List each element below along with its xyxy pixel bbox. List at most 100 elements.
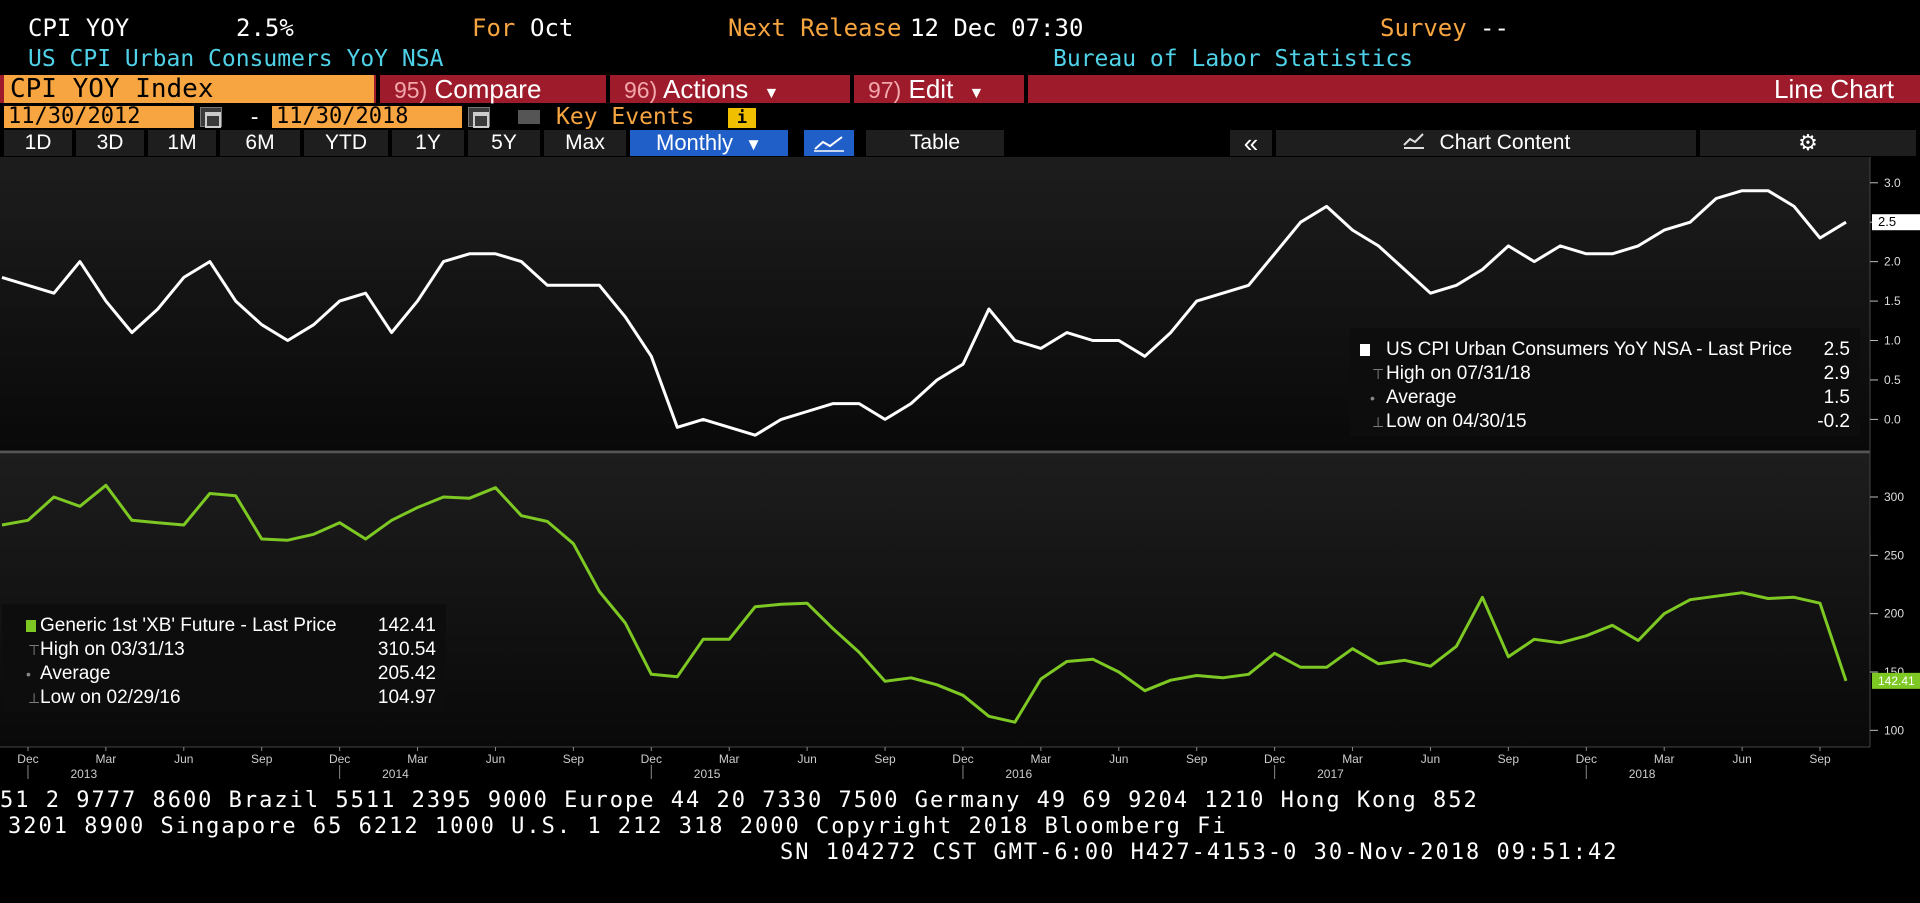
legend-average: 205.42 <box>377 663 436 684</box>
x-tick-label: Jun <box>174 752 193 766</box>
for-label: For <box>472 14 516 42</box>
range-button-max[interactable]: Max <box>544 130 626 156</box>
divider <box>606 75 610 103</box>
xb-series-line <box>1 483 1848 724</box>
x-tick-label: Sep <box>1498 752 1520 766</box>
line-chart-icon[interactable] <box>804 130 854 156</box>
legend-last: 2.5 <box>1823 339 1850 360</box>
gear-icon[interactable]: ⚙ <box>1700 130 1916 156</box>
last-price-box <box>1872 214 1920 231</box>
next-release-value: 12 Dec 07:30 <box>910 14 1084 42</box>
legend-average-row: • Average 205.42 <box>2 662 446 686</box>
actions-button[interactable]: 96) Actions ▼ <box>610 75 850 103</box>
low-marker-icon: ⊥ <box>28 690 41 706</box>
chart-content-button[interactable]: Chart Content <box>1276 130 1696 156</box>
x-tick-label: Mar <box>407 752 428 766</box>
chevron-down-icon: ▼ <box>745 135 762 154</box>
survey-value: -- <box>1480 14 1509 42</box>
average-marker-icon: • <box>26 666 31 682</box>
divider <box>1024 75 1028 103</box>
legend-high-label: High on 07/31/18 <box>1386 363 1531 384</box>
range-button-5y[interactable]: 5Y <box>468 130 540 156</box>
calendar-icon[interactable] <box>468 107 490 128</box>
x-tick-label: Jun <box>1109 752 1128 766</box>
actions-label: Actions <box>663 74 749 104</box>
legend-average-label: Average <box>1386 387 1457 408</box>
chart-type-label[interactable]: Line Chart <box>1774 74 1894 104</box>
chart-content-label: Chart Content <box>1439 131 1571 154</box>
footer-contacts-line2: 3201 8900 Singapore 65 6212 1000 U.S. 1 … <box>8 814 1228 839</box>
last-price-label: 142.41 <box>1878 674 1915 688</box>
security-field[interactable]: CPI YOY Index <box>4 75 374 103</box>
year-label: 2016 <box>1005 767 1032 781</box>
y-tick-label: 200 <box>1884 607 1904 621</box>
range-button-1d[interactable]: 1D <box>4 130 72 156</box>
edit-button[interactable]: 97) Edit ▼ <box>854 75 1024 103</box>
cpi-legend[interactable]: US CPI Urban Consumers YoY NSA - Last Pr… <box>1350 328 1860 436</box>
survey-label: Survey <box>1380 14 1467 42</box>
range-button-ytd[interactable]: YTD <box>304 130 388 156</box>
period-label: Monthly <box>656 130 734 155</box>
footer-session-line: SN 104272 CST GMT-6:00 H427-4153-0 30-No… <box>780 840 1619 865</box>
legend-low-label: Low on 02/29/16 <box>40 687 181 708</box>
compare-number: 95) <box>394 77 428 103</box>
legend-title-row: Generic 1st 'XB' Future - Last Price 142… <box>2 614 446 638</box>
xb-legend[interactable]: Generic 1st 'XB' Future - Last Price 142… <box>2 604 446 712</box>
x-tick-label: Mar <box>1342 752 1363 766</box>
y-tick-label: 2.0 <box>1884 255 1901 269</box>
y-tick-label: 250 <box>1884 548 1904 562</box>
legend-low: 104.97 <box>377 687 436 708</box>
x-tick-label: Sep <box>563 752 585 766</box>
x-tick-label: Mar <box>1654 752 1675 766</box>
for-value: Oct <box>530 14 574 42</box>
y-tick-label: 1.5 <box>1884 294 1901 308</box>
chevron-down-icon: ▼ <box>968 85 985 102</box>
table-button[interactable]: Table <box>866 130 1004 156</box>
year-label: 2014 <box>382 767 409 781</box>
range-button-6m[interactable]: 6M <box>220 130 300 156</box>
year-label: 2017 <box>1317 767 1344 781</box>
source-label: Bureau of Labor Statistics <box>1053 46 1414 72</box>
period-dropdown[interactable]: Monthly ▼ <box>630 130 788 156</box>
x-tick-label: Jun <box>1732 752 1751 766</box>
high-marker-icon: ⊤ <box>28 642 41 658</box>
end-date-input[interactable]: 11/30/2018 <box>272 106 462 128</box>
key-events-label[interactable]: Key Events <box>556 104 695 130</box>
divider <box>850 75 854 103</box>
divider <box>376 75 380 103</box>
legend-low-row: ⊥ Low on 04/30/15 -0.2 <box>1350 410 1860 434</box>
info-icon[interactable]: i <box>728 108 756 128</box>
legend-high: 2.9 <box>1823 363 1850 384</box>
start-date-input[interactable]: 11/30/2012 <box>4 106 194 128</box>
date-range-bar: 11/30/2012 - 11/30/2018 Key Events i <box>0 104 1920 130</box>
last-price-box <box>1872 672 1920 689</box>
legend-high-label: High on 03/31/13 <box>40 639 185 660</box>
x-tick-label: Jun <box>797 752 816 766</box>
collapse-icon[interactable]: « <box>1230 130 1272 156</box>
x-tick-label: Mar <box>96 752 117 766</box>
description-header: US CPI Urban Consumers YoY NSA Bureau of… <box>0 46 1920 72</box>
x-tick-label: Sep <box>1186 752 1208 766</box>
range-button-1m[interactable]: 1M <box>148 130 216 156</box>
x-tick-label: Dec <box>17 752 38 766</box>
y-tick-label: 0.0 <box>1884 412 1901 426</box>
ticker-label: CPI YOY <box>28 14 130 42</box>
actions-number: 96) <box>624 77 658 103</box>
chevron-down-icon: ▼ <box>763 85 780 102</box>
compare-button[interactable]: 95) Compare <box>380 75 606 103</box>
date-dash: - <box>248 105 262 130</box>
x-tick-label: Sep <box>251 752 273 766</box>
series-swatch <box>26 620 36 632</box>
average-marker-icon: • <box>1370 390 1375 406</box>
y-tick-label: 3.0 <box>1884 176 1901 190</box>
legend-average: 1.5 <box>1823 387 1850 408</box>
legend-low-label: Low on 04/30/15 <box>1386 411 1527 432</box>
range-button-3d[interactable]: 3D <box>76 130 144 156</box>
range-button-1y[interactable]: 1Y <box>392 130 464 156</box>
key-events-checkbox[interactable] <box>518 110 540 124</box>
x-tick-label: Sep <box>874 752 896 766</box>
calendar-icon[interactable] <box>200 107 222 128</box>
x-tick-label: Dec <box>329 752 350 766</box>
x-tick-label: Jun <box>1421 752 1440 766</box>
